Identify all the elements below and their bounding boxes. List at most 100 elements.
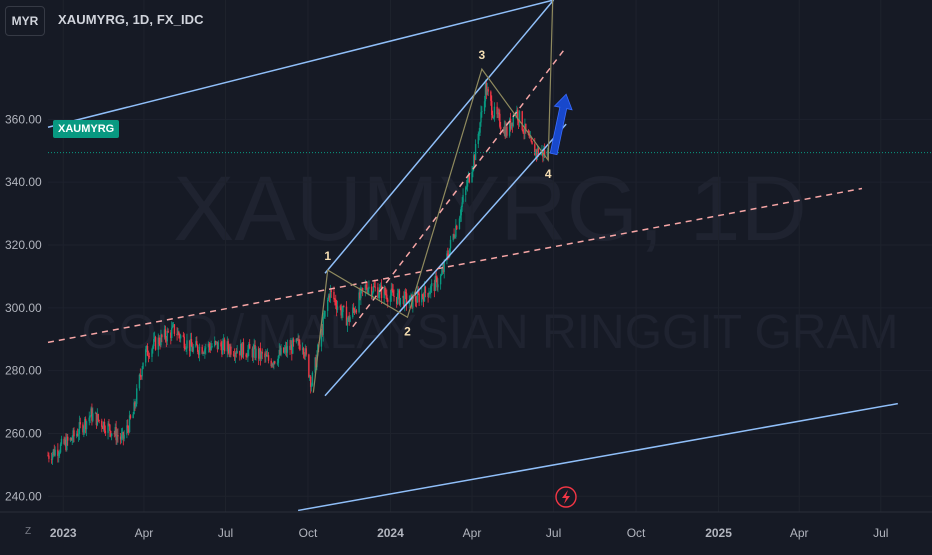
candle (228, 343, 230, 358)
candle (240, 339, 242, 356)
candle (221, 341, 223, 358)
candle (441, 263, 444, 275)
candle (296, 337, 298, 342)
candle (230, 343, 232, 358)
symbol-title[interactable]: XAUMYRG, 1D, FX_IDC (58, 12, 204, 27)
candle (347, 315, 350, 322)
candle (248, 341, 250, 357)
x-tick-label: Oct (627, 526, 646, 540)
candle (94, 411, 97, 414)
candle (448, 248, 451, 259)
candle (201, 344, 203, 355)
candle (440, 268, 443, 277)
candle (397, 288, 400, 300)
candle (404, 288, 407, 300)
candle (416, 284, 419, 303)
candle (392, 284, 394, 297)
candle (254, 340, 256, 360)
candle (136, 384, 138, 407)
candle (257, 346, 260, 366)
candle (110, 430, 112, 438)
up-arrow-icon[interactable] (549, 93, 573, 156)
timezone-button[interactable]: Z (24, 525, 32, 537)
candle (324, 310, 326, 320)
candle (402, 295, 404, 305)
candle (299, 339, 301, 352)
event-marker[interactable] (555, 486, 577, 508)
candle (166, 327, 168, 346)
trendline-inner-channel-upper[interactable] (324, 0, 555, 274)
candle (70, 437, 73, 441)
candle (109, 424, 111, 438)
candle (260, 350, 263, 362)
candle (203, 350, 205, 354)
candle (176, 327, 178, 341)
candle (458, 216, 461, 230)
candle (266, 350, 268, 357)
candle (509, 112, 512, 132)
candle (140, 375, 142, 380)
candle (58, 449, 61, 458)
candle (370, 283, 373, 300)
trendline-channel-top[interactable] (47, 0, 554, 128)
candle (523, 126, 525, 140)
candle (75, 430, 78, 439)
x-tick-label: Oct (299, 526, 318, 540)
candle (468, 174, 471, 184)
wave-annotations: 1 2 3 4 (312, 0, 554, 393)
trend-drawings[interactable] (47, 0, 898, 512)
candle (398, 288, 401, 306)
trendline-inner-channel-lower[interactable] (324, 123, 567, 397)
candle (374, 280, 376, 292)
candle (352, 304, 354, 319)
candle (127, 419, 129, 434)
candle (209, 342, 211, 354)
candle (461, 197, 463, 212)
trendline-dashed-midline[interactable] (352, 46, 567, 328)
candle (478, 127, 480, 141)
wave-label: 3 (479, 48, 486, 62)
candle (378, 289, 380, 299)
candle (259, 342, 262, 366)
candle (391, 283, 393, 293)
trendline-channel-bottom[interactable] (297, 402, 898, 512)
time-axis[interactable]: 2023 Apr Jul Oct 2024 Apr Jul Oct 2025 Apr Jul (0, 511, 932, 540)
candle (421, 288, 423, 306)
candle (353, 307, 356, 316)
candle (284, 341, 287, 356)
currency-button[interactable]: MYR (5, 6, 45, 36)
candle (170, 329, 172, 345)
candle (336, 300, 339, 313)
candle (184, 343, 186, 350)
candle (264, 351, 266, 363)
candle (276, 358, 279, 366)
candle (58, 451, 60, 463)
candle (466, 175, 469, 192)
candle (153, 332, 155, 349)
candle (354, 306, 357, 314)
candle (340, 303, 342, 319)
candle (116, 428, 118, 445)
candle (321, 323, 324, 337)
candle (83, 425, 85, 438)
candle (484, 79, 487, 108)
candle (465, 185, 467, 202)
candle (139, 368, 142, 381)
wave-label: 2 (404, 324, 411, 338)
candle (171, 321, 173, 342)
candle (487, 86, 489, 96)
candle (66, 433, 68, 452)
price-axis[interactable]: 240.00 260.00 280.00 300.00 320.00 340.00 360.… (5, 112, 42, 503)
y-tick-label: 280.00 (5, 364, 42, 378)
candle (89, 415, 91, 424)
candle (146, 343, 149, 356)
candle (460, 205, 462, 222)
candle (298, 335, 300, 350)
candle (309, 374, 311, 381)
candle (396, 296, 398, 308)
candle (63, 436, 65, 445)
candle (202, 351, 204, 357)
candle (455, 219, 457, 239)
candle (134, 401, 136, 411)
